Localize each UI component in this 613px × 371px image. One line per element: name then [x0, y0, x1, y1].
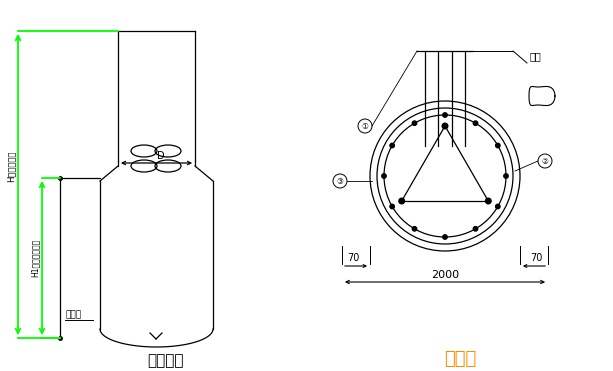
Text: ②: ②	[541, 157, 549, 165]
Text: 70: 70	[531, 253, 543, 263]
Circle shape	[382, 174, 386, 178]
Text: H1（入岩深度）: H1（入岩深度）	[31, 239, 39, 277]
Text: H（桩身长）: H（桩身长）	[7, 150, 15, 182]
Text: ①: ①	[362, 121, 368, 131]
Text: 70: 70	[347, 253, 359, 263]
Circle shape	[473, 227, 478, 231]
Circle shape	[485, 198, 491, 204]
Circle shape	[390, 143, 394, 148]
Text: 持力层: 持力层	[65, 310, 81, 319]
Circle shape	[496, 204, 500, 209]
Circle shape	[390, 204, 394, 209]
Circle shape	[473, 121, 478, 125]
Text: 焊接: 焊接	[529, 51, 541, 61]
Circle shape	[443, 113, 447, 117]
Text: D: D	[157, 151, 165, 161]
Circle shape	[413, 121, 417, 125]
Text: 桩截面: 桩截面	[444, 350, 476, 368]
Circle shape	[504, 174, 508, 178]
Text: 2000: 2000	[431, 270, 459, 280]
Circle shape	[399, 198, 405, 204]
Text: ③: ③	[337, 177, 343, 186]
Circle shape	[443, 235, 447, 239]
Text: 桩身大样: 桩身大样	[148, 353, 185, 368]
Circle shape	[413, 227, 417, 231]
Circle shape	[442, 123, 448, 129]
Circle shape	[496, 143, 500, 148]
